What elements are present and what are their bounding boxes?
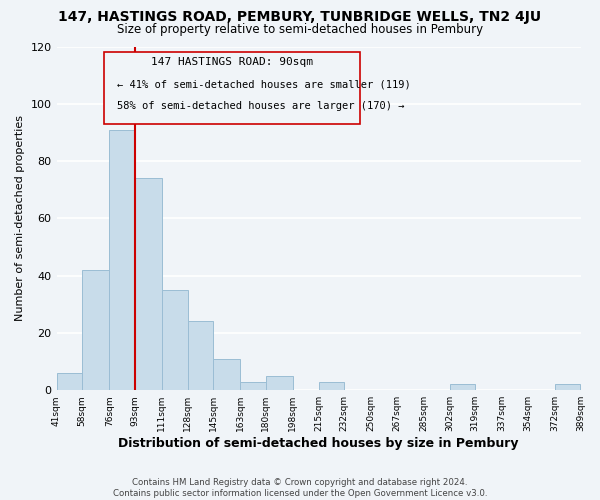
Text: ← 41% of semi-detached houses are smaller (119): ← 41% of semi-detached houses are smalle… (117, 79, 410, 89)
Text: 147 HASTINGS ROAD: 90sqm: 147 HASTINGS ROAD: 90sqm (151, 57, 313, 67)
X-axis label: Distribution of semi-detached houses by size in Pembury: Distribution of semi-detached houses by … (118, 437, 519, 450)
Bar (240, 382, 266, 390)
Text: Size of property relative to semi-detached houses in Pembury: Size of property relative to semi-detach… (117, 22, 483, 36)
Y-axis label: Number of semi-detached properties: Number of semi-detached properties (15, 116, 25, 322)
Bar (188, 322, 213, 390)
Text: 147, HASTINGS ROAD, PEMBURY, TUNBRIDGE WELLS, TN2 4JU: 147, HASTINGS ROAD, PEMBURY, TUNBRIDGE W… (58, 10, 542, 24)
Bar (109, 130, 135, 390)
Bar (555, 384, 580, 390)
Bar (135, 178, 162, 390)
Bar (266, 376, 293, 390)
Bar (162, 290, 188, 390)
Bar (449, 384, 475, 390)
FancyBboxPatch shape (104, 52, 361, 124)
Bar (319, 382, 344, 390)
Bar (213, 358, 240, 390)
Text: 58% of semi-detached houses are larger (170) →: 58% of semi-detached houses are larger (… (117, 102, 404, 112)
Text: Contains HM Land Registry data © Crown copyright and database right 2024.
Contai: Contains HM Land Registry data © Crown c… (113, 478, 487, 498)
Bar (56, 373, 82, 390)
Bar (82, 270, 109, 390)
